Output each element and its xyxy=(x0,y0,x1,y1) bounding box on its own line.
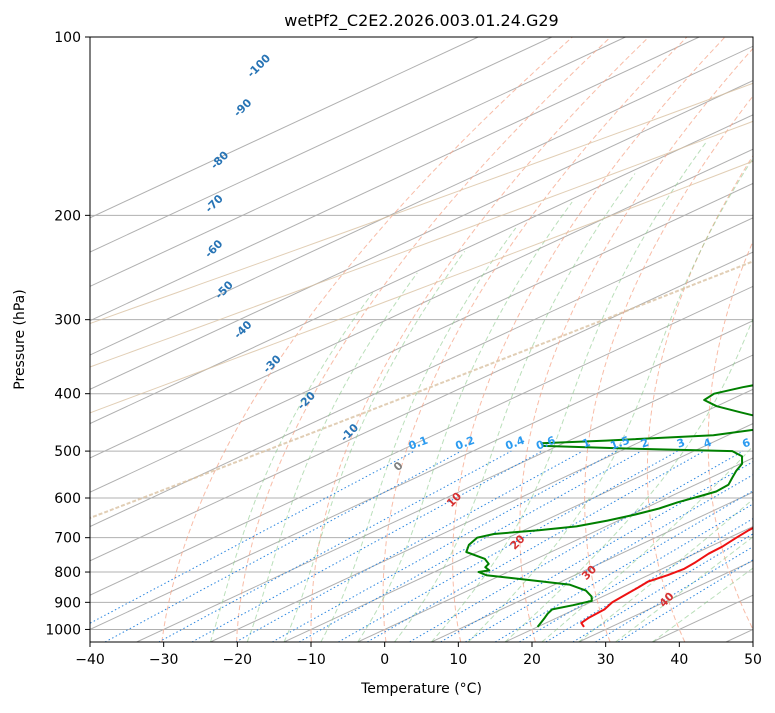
dry-adiabat xyxy=(162,37,573,642)
isotherm-gridline xyxy=(0,37,773,642)
adiabat-label: 20 xyxy=(508,532,528,552)
x-tick-label: −20 xyxy=(223,652,253,668)
x-tick-label: 0 xyxy=(380,652,389,668)
mixing-ratio-line xyxy=(272,451,616,642)
dry-adiabat xyxy=(520,37,763,642)
x-tick-label: 10 xyxy=(449,652,467,668)
dry-adiabat xyxy=(585,37,775,642)
isotherm-gridline xyxy=(0,37,775,642)
reference-curve xyxy=(0,37,775,642)
x-tick-label: 40 xyxy=(670,652,688,668)
dry-adiabat-label: -50 xyxy=(213,278,236,301)
mixing-ratio-line xyxy=(338,451,677,642)
moist-adiabat xyxy=(247,273,417,642)
reference-curve xyxy=(0,37,775,642)
y-tick-label: 900 xyxy=(54,595,81,611)
mixing-ratio-line xyxy=(546,451,775,642)
y-tick-label: 1000 xyxy=(45,622,81,638)
adiabat-label: 10 xyxy=(444,490,464,510)
mixing-ratio-line xyxy=(236,451,583,642)
adiabat-background xyxy=(0,37,775,642)
moist-adiabat xyxy=(358,202,572,642)
mixing-ratio-line xyxy=(410,451,744,642)
dry-adiabat xyxy=(767,37,775,642)
dry-adiabat-label: -30 xyxy=(261,352,284,375)
temperature-profile-line xyxy=(581,37,775,627)
y-tick-label: 600 xyxy=(54,491,81,507)
isotherm-gridline xyxy=(579,37,775,642)
gridlines xyxy=(0,37,775,642)
mixing-ratio-line xyxy=(55,451,415,642)
dry-adiabat-label: -80 xyxy=(208,148,231,171)
x-tick-label: 50 xyxy=(744,652,762,668)
dry-adiabat-label: -10 xyxy=(338,421,361,444)
isotherm-gridline xyxy=(0,37,775,642)
isotherm-gridline xyxy=(0,37,775,642)
mixing-ratio-label: 6 xyxy=(741,436,753,451)
moist-adiabat xyxy=(284,251,465,642)
mixing-ratio-line xyxy=(495,451,775,642)
y-tick-label: 400 xyxy=(54,387,81,403)
isotherm-gridline xyxy=(431,37,775,642)
mixing-ratio-line xyxy=(618,451,775,642)
isotherm-gridline xyxy=(0,37,626,642)
isotherm-gridline xyxy=(0,37,775,642)
y-tick-label: 800 xyxy=(54,565,81,581)
dry-adiabat xyxy=(708,37,775,642)
dry-adiabat-label: -100 xyxy=(245,51,274,80)
mixing-ratio-line xyxy=(595,451,775,642)
y-axis: 100 200 300 400 500 600 700 800 900 1000 xyxy=(45,30,90,638)
mixing-ratio-label: 3 xyxy=(675,436,687,451)
y-tick-label: 300 xyxy=(54,313,81,329)
isotherm-gridline xyxy=(726,37,775,642)
mixing-ratio-line xyxy=(299,451,641,642)
x-tick-label: 20 xyxy=(523,652,541,668)
moist-adiabat xyxy=(505,50,775,642)
isotherm-gridline xyxy=(0,37,775,642)
x-tick-label: 30 xyxy=(597,652,615,668)
x-tick-label: −30 xyxy=(149,652,179,668)
mixing-ratio-label: 0.6 xyxy=(534,434,557,453)
x-axis: −40 −30 −20 −10 0 10 20 30 40 50 xyxy=(75,642,762,668)
x-tick-label: −10 xyxy=(296,652,326,668)
reference-curve xyxy=(0,37,775,642)
reference-curve xyxy=(0,37,775,642)
mixing-ratio-label: 1.5 xyxy=(609,434,632,453)
isotherm-gridline xyxy=(137,37,775,642)
isotherm-gridline xyxy=(0,37,552,642)
dry-adiabat-label: -70 xyxy=(203,192,226,215)
adiabat-label: 0 xyxy=(391,459,406,474)
dry-adiabat xyxy=(453,37,725,642)
isotherm-gridline xyxy=(0,37,699,642)
dry-adiabat xyxy=(383,37,687,642)
x-tick-label: −40 xyxy=(75,652,105,668)
y-axis-label: Pressure (hPa) xyxy=(12,289,28,389)
chart-title: wetPf2_C2E2.2026.003.01.24.G29 xyxy=(284,11,558,31)
y-tick-label: 700 xyxy=(54,531,81,547)
isotherm-gridline xyxy=(0,37,775,642)
dry-adiabat-label: -90 xyxy=(231,96,254,119)
dry-adiabat-label: -60 xyxy=(202,237,225,260)
isotherm-gridline xyxy=(0,37,775,642)
y-tick-label: 500 xyxy=(54,444,81,460)
mixing-ratio-label: 0.2 xyxy=(454,434,477,453)
plot-frame xyxy=(90,37,753,642)
x-axis-label: Temperature (°C) xyxy=(360,681,482,697)
mixing-ratio-label: 1 xyxy=(580,436,592,451)
mixing-ratio-label: 0.1 xyxy=(407,434,430,453)
y-tick-label: 200 xyxy=(54,208,81,224)
y-tick-label: 100 xyxy=(54,30,81,46)
moist-adiabat xyxy=(579,37,775,642)
adiabat-label: 40 xyxy=(657,590,677,610)
mixing-ratio-label: 0.4 xyxy=(504,434,527,453)
